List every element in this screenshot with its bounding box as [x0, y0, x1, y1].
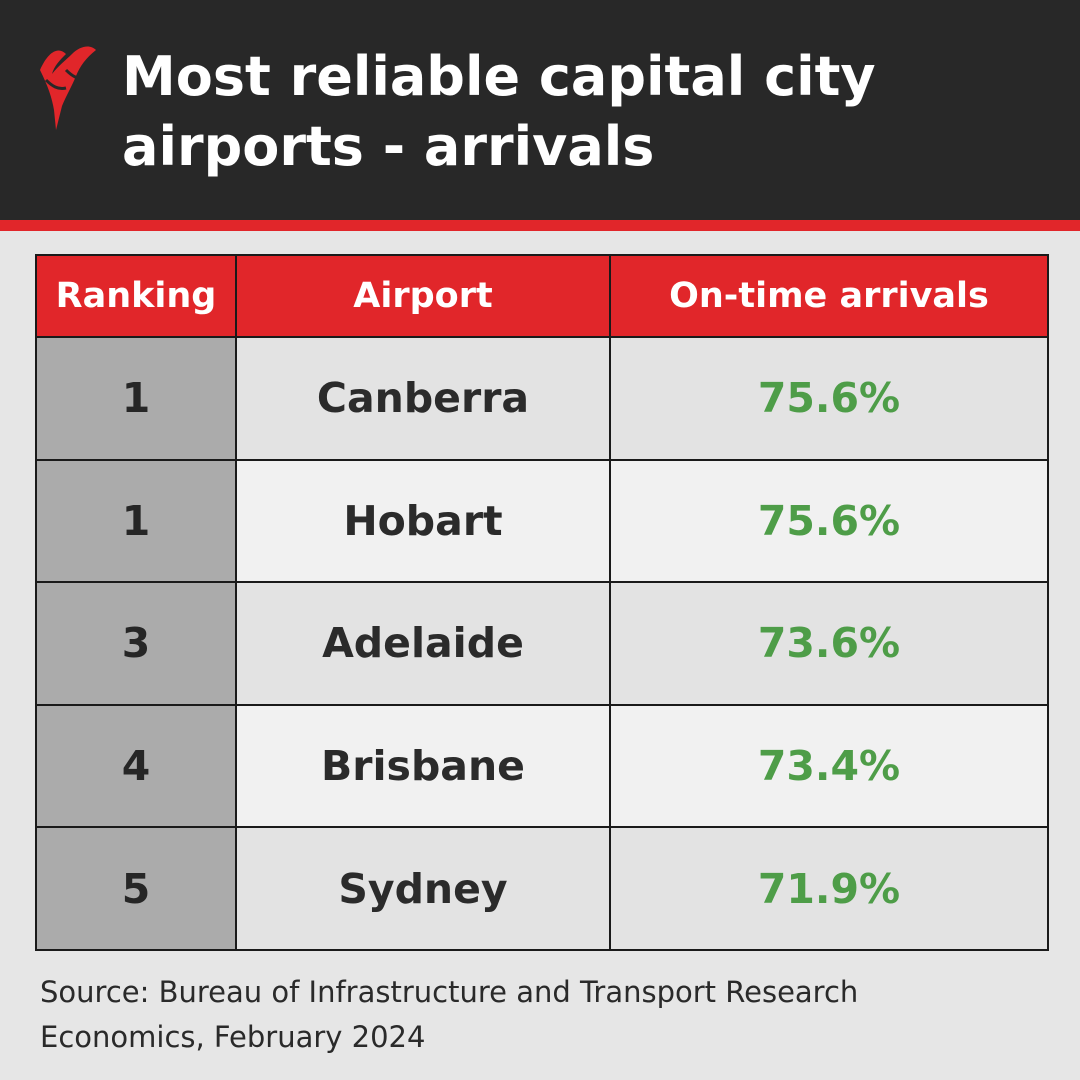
- column-header-ranking: Ranking: [35, 254, 237, 338]
- title-line-2: airports - arrivals: [122, 115, 655, 178]
- table-header-row: Ranking Airport On-time arrivals: [35, 254, 1049, 338]
- ranking-cell: 1: [35, 336, 237, 461]
- on-time-arrivals-cell: 71.9%: [609, 826, 1049, 951]
- airport-cell: Sydney: [235, 826, 611, 951]
- ranking-cell: 1: [35, 458, 237, 584]
- ranking-cell: 5: [35, 826, 237, 951]
- header-divider: [0, 220, 1080, 231]
- header-bar: Most reliable capital city airports - ar…: [0, 0, 1080, 220]
- sbs-logo-icon: [40, 46, 96, 130]
- on-time-arrivals-cell: 73.6%: [609, 581, 1049, 706]
- ranking-cell: 3: [35, 581, 237, 706]
- source-line-1: Source: Bureau of Infrastructure and Tra…: [40, 975, 859, 1009]
- airport-cell: Brisbane: [235, 703, 611, 829]
- table-row: 1 Canberra 75.6%: [35, 336, 1049, 461]
- airport-cell: Adelaide: [235, 581, 611, 706]
- on-time-arrivals-cell: 73.4%: [609, 703, 1049, 829]
- ranking-table: Ranking Airport On-time arrivals 1 Canbe…: [35, 254, 1049, 951]
- table-row: 1 Hobart 75.6%: [35, 458, 1049, 584]
- source-note: Source: Bureau of Infrastructure and Tra…: [40, 970, 1040, 1060]
- ranking-table-container: Ranking Airport On-time arrivals 1 Canbe…: [35, 254, 1049, 951]
- on-time-arrivals-cell: 75.6%: [609, 336, 1049, 461]
- column-header-on-time-arrivals: On-time arrivals: [609, 254, 1049, 338]
- source-line-2: Economics, February 2024: [40, 1020, 426, 1054]
- on-time-arrivals-cell: 75.6%: [609, 458, 1049, 584]
- table-row: 5 Sydney 71.9%: [35, 826, 1049, 951]
- title-line-1: Most reliable capital city: [122, 45, 876, 108]
- column-header-airport: Airport: [235, 254, 611, 338]
- airport-cell: Hobart: [235, 458, 611, 584]
- page-title: Most reliable capital city airports - ar…: [122, 42, 1052, 182]
- table-row: 4 Brisbane 73.4%: [35, 703, 1049, 829]
- table-row: 3 Adelaide 73.6%: [35, 581, 1049, 706]
- airport-cell: Canberra: [235, 336, 611, 461]
- ranking-cell: 4: [35, 703, 237, 829]
